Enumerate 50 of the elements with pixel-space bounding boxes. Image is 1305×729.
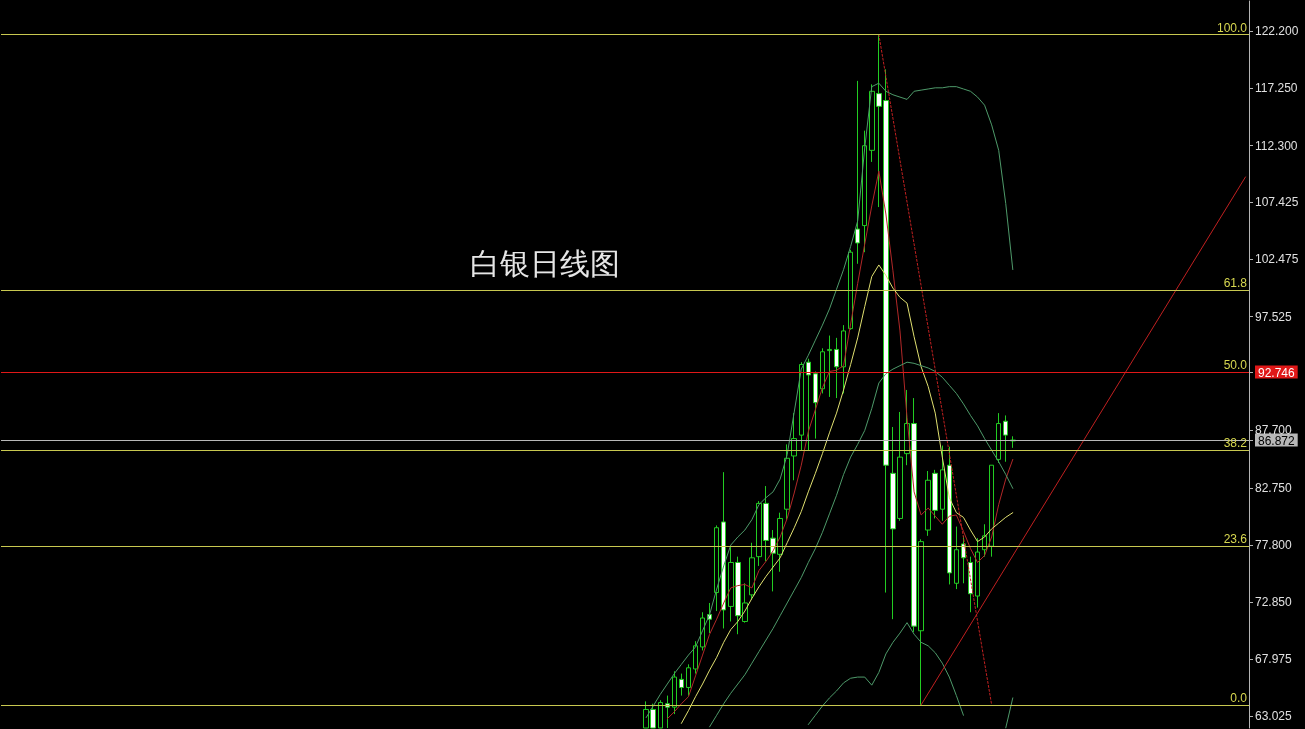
candlestick <box>714 524 719 612</box>
annotation: 0.0 <box>1230 690 1248 705</box>
candlestick <box>784 443 790 521</box>
y-tick-label: 63.025 <box>1255 709 1293 724</box>
candlestick <box>813 370 818 440</box>
annotation: 100.0 <box>1216 20 1248 35</box>
candlestick <box>848 249 853 331</box>
y-tick-label: 67.975 <box>1255 651 1293 666</box>
annotation: 23.6 <box>1223 532 1248 547</box>
candlestick <box>820 347 825 394</box>
candlestick <box>947 446 952 585</box>
candlestick <box>1003 414 1008 463</box>
candlestick <box>749 542 755 600</box>
candlestick <box>672 670 677 715</box>
candlestick <box>679 673 684 697</box>
y-tick-label: 107.425 <box>1255 195 1299 210</box>
candlestick <box>721 471 726 629</box>
line-series <box>645 82 1014 719</box>
candlestick <box>665 695 670 729</box>
line-series <box>807 622 964 726</box>
y-tick-label: 117.250 <box>1255 81 1298 96</box>
candlestick <box>799 361 804 451</box>
candlestick <box>940 445 945 522</box>
line-series <box>680 264 1014 724</box>
y-tick-label: 77.800 <box>1255 538 1293 553</box>
candlestick <box>827 335 832 398</box>
candlestick <box>693 640 698 675</box>
line-series <box>666 170 1014 720</box>
candlestick <box>975 537 980 609</box>
candlestick <box>954 526 959 590</box>
candlestick <box>989 464 994 558</box>
y-tick-label: 92.746 <box>1258 365 1296 380</box>
y-tick-label: 112.300 <box>1255 138 1298 153</box>
candlestick <box>855 80 860 265</box>
candlestick <box>834 337 839 399</box>
y-tick-label: 97.525 <box>1255 309 1293 324</box>
y-tick-label: 122.200 <box>1255 24 1299 39</box>
candlestick <box>700 611 705 651</box>
y-tick-label: 72.850 <box>1255 595 1293 610</box>
annotation: 50.0 <box>1223 358 1248 373</box>
y-tick-label: 82.750 <box>1255 480 1293 495</box>
annotation: 61.8 <box>1223 276 1248 291</box>
y-tick-label: 86.872 <box>1258 433 1296 448</box>
line-series <box>709 361 1014 728</box>
y-tick-label: 102.475 <box>1255 252 1299 267</box>
text: 白银日线图 <box>470 245 620 281</box>
candlestick <box>658 699 663 729</box>
candlestick <box>862 130 867 253</box>
candlestick <box>686 663 691 697</box>
candlestick <box>806 358 811 451</box>
